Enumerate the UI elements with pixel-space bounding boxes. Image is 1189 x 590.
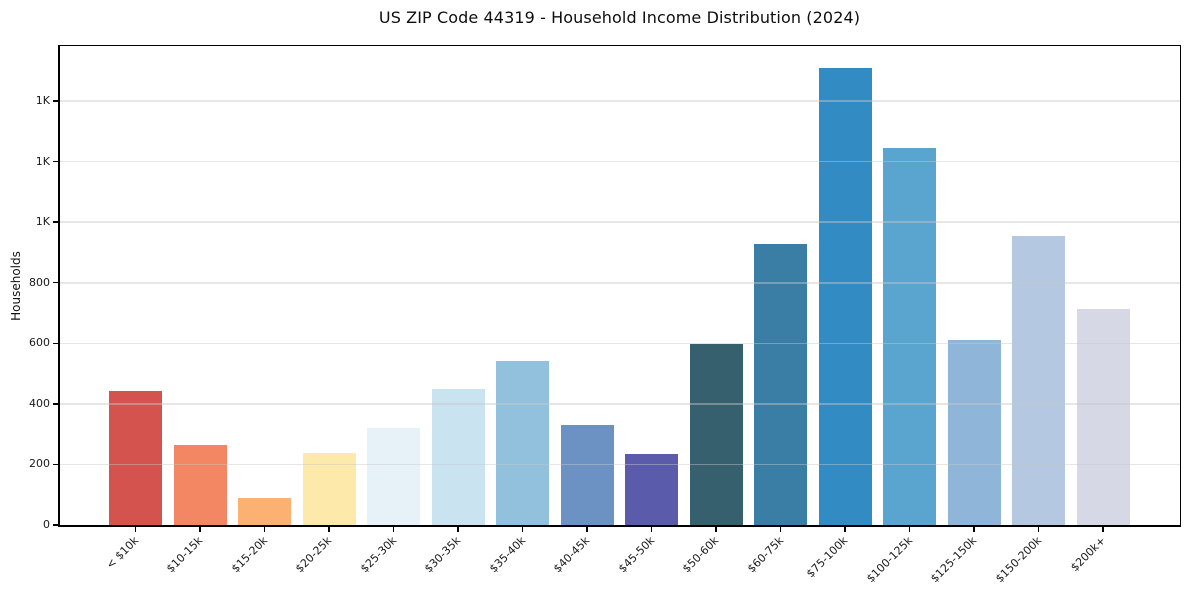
bar-9 [625,454,678,525]
bar-12 [818,68,872,525]
bar-2 [173,444,227,525]
x-tick-mark [844,527,846,532]
bar-1 [109,391,162,525]
y-tick-label: 1K [35,215,50,229]
bar-16 [1076,309,1130,525]
bar-14 [947,340,1001,525]
bar-4 [302,453,356,525]
x-tick-mark [715,527,717,532]
x-tick-mark [586,527,588,532]
y-tick-label: 1K [35,94,50,107]
gridlines-container [60,46,1180,525]
chart-title: US ZIP Code 44319 - Household Income Dis… [378,8,861,27]
y-tick-label: 600 [29,336,50,350]
x-tick-mark [973,527,975,532]
bar-3 [238,498,291,525]
bar-5 [367,427,420,525]
y-tick-mark [53,403,58,405]
gridline [60,221,1180,223]
y-tick-label: 400 [29,396,50,410]
y-tick-mark [53,221,58,223]
x-tick-label: < $10k [103,534,141,572]
y-tick-mark [53,463,58,466]
bar-13 [883,148,936,525]
x-tick-mark [1037,527,1040,532]
gridline [60,463,1180,466]
bar-10 [689,343,743,525]
x-tick-mark [650,527,653,532]
y-tick-label: 0 [43,518,50,531]
y-tick-label: 1K [35,154,50,168]
gridline [60,160,1180,163]
x-tick-mark [1102,527,1104,532]
bar-15 [1012,235,1065,525]
y-tick-mark [53,100,58,102]
bars-container [60,46,1180,525]
bar-8 [560,425,614,525]
y-tick-label: 800 [29,275,50,289]
x-tick-mark [521,527,524,532]
gridline [60,403,1180,405]
x-tick-mark [199,527,201,532]
x-tick-mark [908,527,911,532]
x-tick-mark [328,527,330,532]
bar-7 [496,360,549,525]
x-tick-mark [392,527,395,532]
x-tick-mark [263,527,266,532]
gridline [60,100,1180,102]
bar-11 [754,244,807,525]
x-tick-mark [457,527,459,532]
x-tick-mark [134,527,137,532]
y-tick-mark [53,281,58,284]
bar-6 [431,388,485,525]
y-tick-mark [53,342,58,345]
gridline [60,342,1180,344]
plot-area [58,45,1181,527]
y-tick-label: 200 [29,457,50,471]
y-tick-mark [53,524,58,526]
y-tick-mark [53,160,58,163]
gridline [60,282,1180,284]
x-tick-mark [779,527,782,532]
